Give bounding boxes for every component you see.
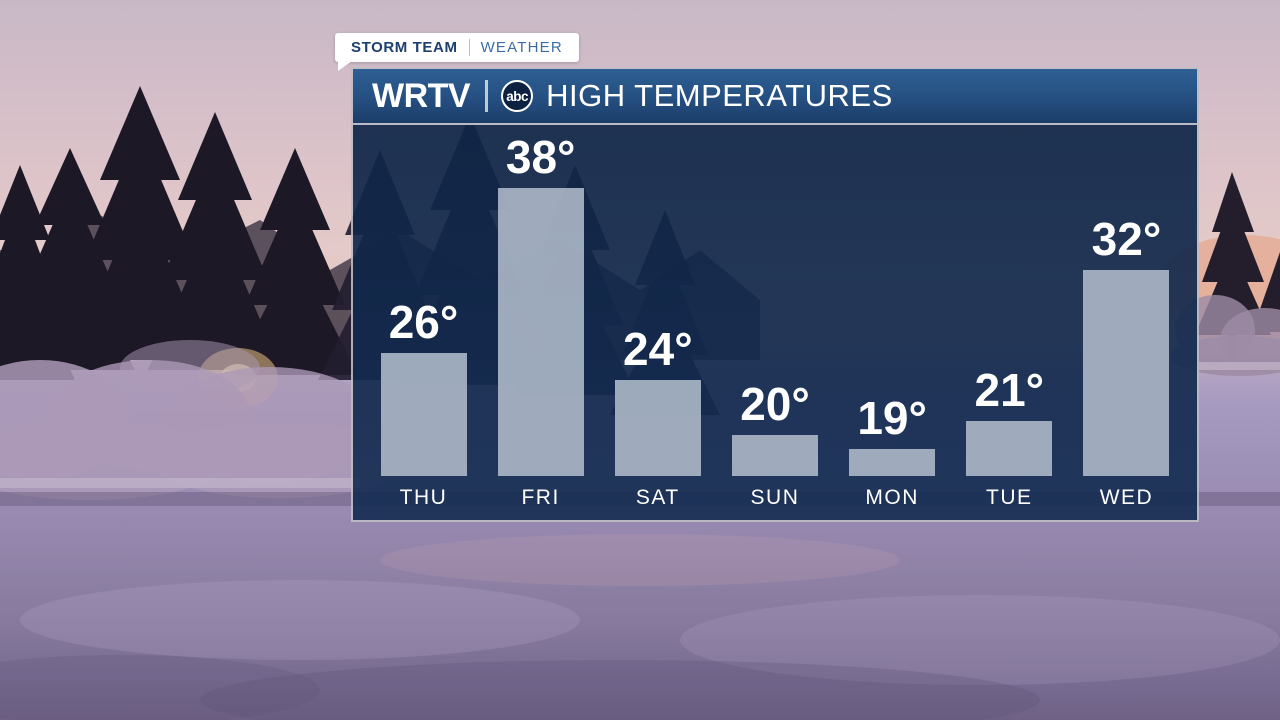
day-label: WED: [1099, 486, 1154, 509]
abc-network-icon: abc: [501, 80, 534, 112]
forecast-day-column: 32° WED: [1068, 125, 1185, 520]
temp-bar: [849, 449, 936, 476]
badge-brand-label: STORM TEAM: [351, 39, 458, 56]
snowbank-edge-right: [1199, 362, 1280, 370]
forecast-day-column: 38° FRI: [482, 125, 599, 520]
day-label: SUN: [750, 486, 800, 509]
temp-value-label: 26°: [388, 296, 459, 348]
temp-bar: [497, 188, 584, 476]
forecast-day-column: 21° TUE: [951, 125, 1068, 520]
temp-value-label: 32°: [1091, 213, 1162, 265]
forecast-day-column: 20° SUN: [716, 125, 833, 520]
day-label: SAT: [635, 486, 680, 509]
temp-value-label: 21°: [974, 364, 1045, 416]
storm-team-badge: STORM TEAM WEATHER: [335, 33, 579, 71]
temp-value-label: 38°: [505, 131, 576, 183]
panel-header: WRTV abc HIGH TEMPERATURES: [353, 69, 1197, 125]
temp-bar: [966, 421, 1053, 476]
day-label: MON: [865, 486, 919, 509]
temp-bar: [614, 380, 701, 476]
day-label: TUE: [986, 486, 1033, 509]
forecast-day-column: 19° MON: [834, 125, 951, 520]
day-label: THU: [399, 486, 448, 509]
high-temps-bar-chart: 26° THU 38° FRI 24° SAT 20° SUN 19° MON 21° TUE 32° W…: [353, 125, 1197, 520]
snow-texture: [0, 534, 1280, 720]
conifer-trees: [0, 86, 358, 380]
temp-value-label: 24°: [623, 323, 693, 375]
temp-bar: [731, 435, 818, 476]
panel-title: HIGH TEMPERATURES: [546, 78, 893, 113]
badge-section-label: WEATHER: [480, 39, 563, 56]
snowbank-edge-left: [0, 478, 360, 488]
day-label: FRI: [521, 486, 560, 509]
header-divider: [485, 80, 489, 112]
abc-network-icon-text: abc: [506, 88, 528, 104]
forecast-panel: WRTV abc HIGH TEMPERATURES 26° THU 38° FRI 2…: [351, 67, 1199, 522]
temp-bar: [1083, 270, 1170, 476]
badge-divider: [468, 39, 470, 56]
temp-value-label: 19°: [857, 392, 927, 444]
forecast-day-column: 24° SAT: [599, 125, 716, 520]
station-logo-text: WRTV: [372, 76, 471, 115]
temp-bar: [380, 353, 467, 476]
temp-value-label: 20°: [740, 378, 810, 430]
forecast-day-column: 26° THU: [365, 125, 482, 520]
